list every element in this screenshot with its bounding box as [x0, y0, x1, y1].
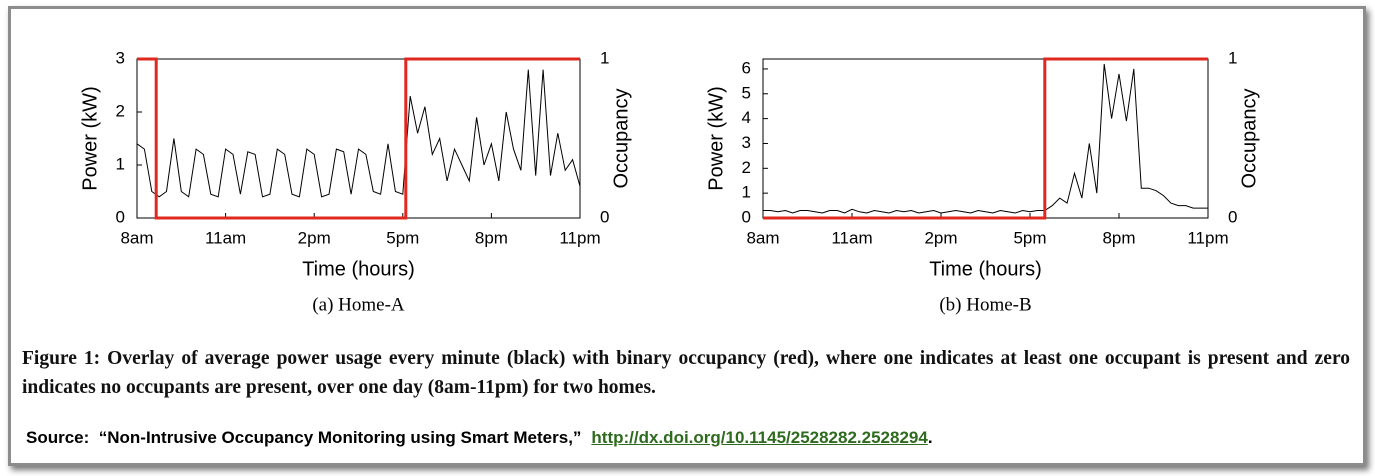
y-axis-label: Power (kW): [705, 86, 727, 190]
x-tick-label: 5pm: [1013, 228, 1046, 247]
source-end: .: [927, 428, 933, 447]
y-tick-label: 2: [116, 101, 125, 120]
occupancy-line: [763, 57, 1208, 220]
y-tick-label: 5: [742, 83, 751, 102]
y-tick-label: 3: [742, 133, 751, 152]
y-tick-label: 6: [742, 58, 751, 77]
x-tick-label: 5pm: [386, 228, 419, 247]
y-axis-label: Power (kW): [79, 86, 101, 190]
power-line: [763, 63, 1208, 214]
y2-tick-label: 0: [600, 207, 609, 226]
plot-frame: [762, 58, 1209, 219]
x-tick-label: 8am: [746, 228, 779, 247]
y2-tick-label: 0: [1228, 207, 1237, 226]
figure-frame: [8, 6, 1366, 466]
y-tick-label: 1: [742, 183, 751, 202]
y-tick-label: 4: [742, 108, 751, 127]
chart-title: (a) Home-A: [312, 294, 405, 315]
power-line: [136, 69, 581, 198]
x-tick-label: 8am: [120, 228, 153, 247]
y-tick-label: 0: [742, 207, 751, 226]
y-tick-label: 1: [116, 154, 125, 173]
figure-caption: Figure 1: Overlay of average power usage…: [22, 348, 1350, 398]
source-line: Source: “Non-Intrusive Occupancy Monitor…: [26, 428, 933, 448]
y-tick-label: 2: [742, 158, 751, 177]
y-tick-label: 3: [116, 48, 125, 67]
x-tick-label: 11pm: [1187, 228, 1228, 247]
source-text: Source: “Non-Intrusive Occupancy Monitor…: [26, 428, 582, 447]
x-tick-label: 11am: [831, 228, 872, 247]
y2-axis-label: Occupancy: [610, 88, 632, 188]
x-tick-label: 2pm: [298, 228, 331, 247]
x-tick-label: 11am: [205, 228, 246, 247]
y-tick-label: 0: [116, 207, 125, 226]
x-tick-label: 8pm: [475, 228, 508, 247]
y2-tick-label: 1: [600, 48, 609, 67]
x-tick-label: 8pm: [1102, 228, 1135, 247]
x-axis-label: Time (hours): [929, 258, 1042, 280]
plot-frame: [136, 58, 581, 219]
chart-title: (b) Home-B: [939, 294, 1031, 315]
x-axis-label: Time (hours): [302, 258, 415, 280]
y2-tick-label: 1: [1228, 48, 1237, 67]
doi-link[interactable]: http://dx.doi.org/10.1145/2528282.252829…: [591, 428, 928, 447]
x-tick-label: 11pm: [559, 228, 600, 247]
y2-axis-label: Occupancy: [1238, 88, 1260, 188]
x-tick-label: 2pm: [924, 228, 957, 247]
occupancy-line: [137, 57, 580, 220]
